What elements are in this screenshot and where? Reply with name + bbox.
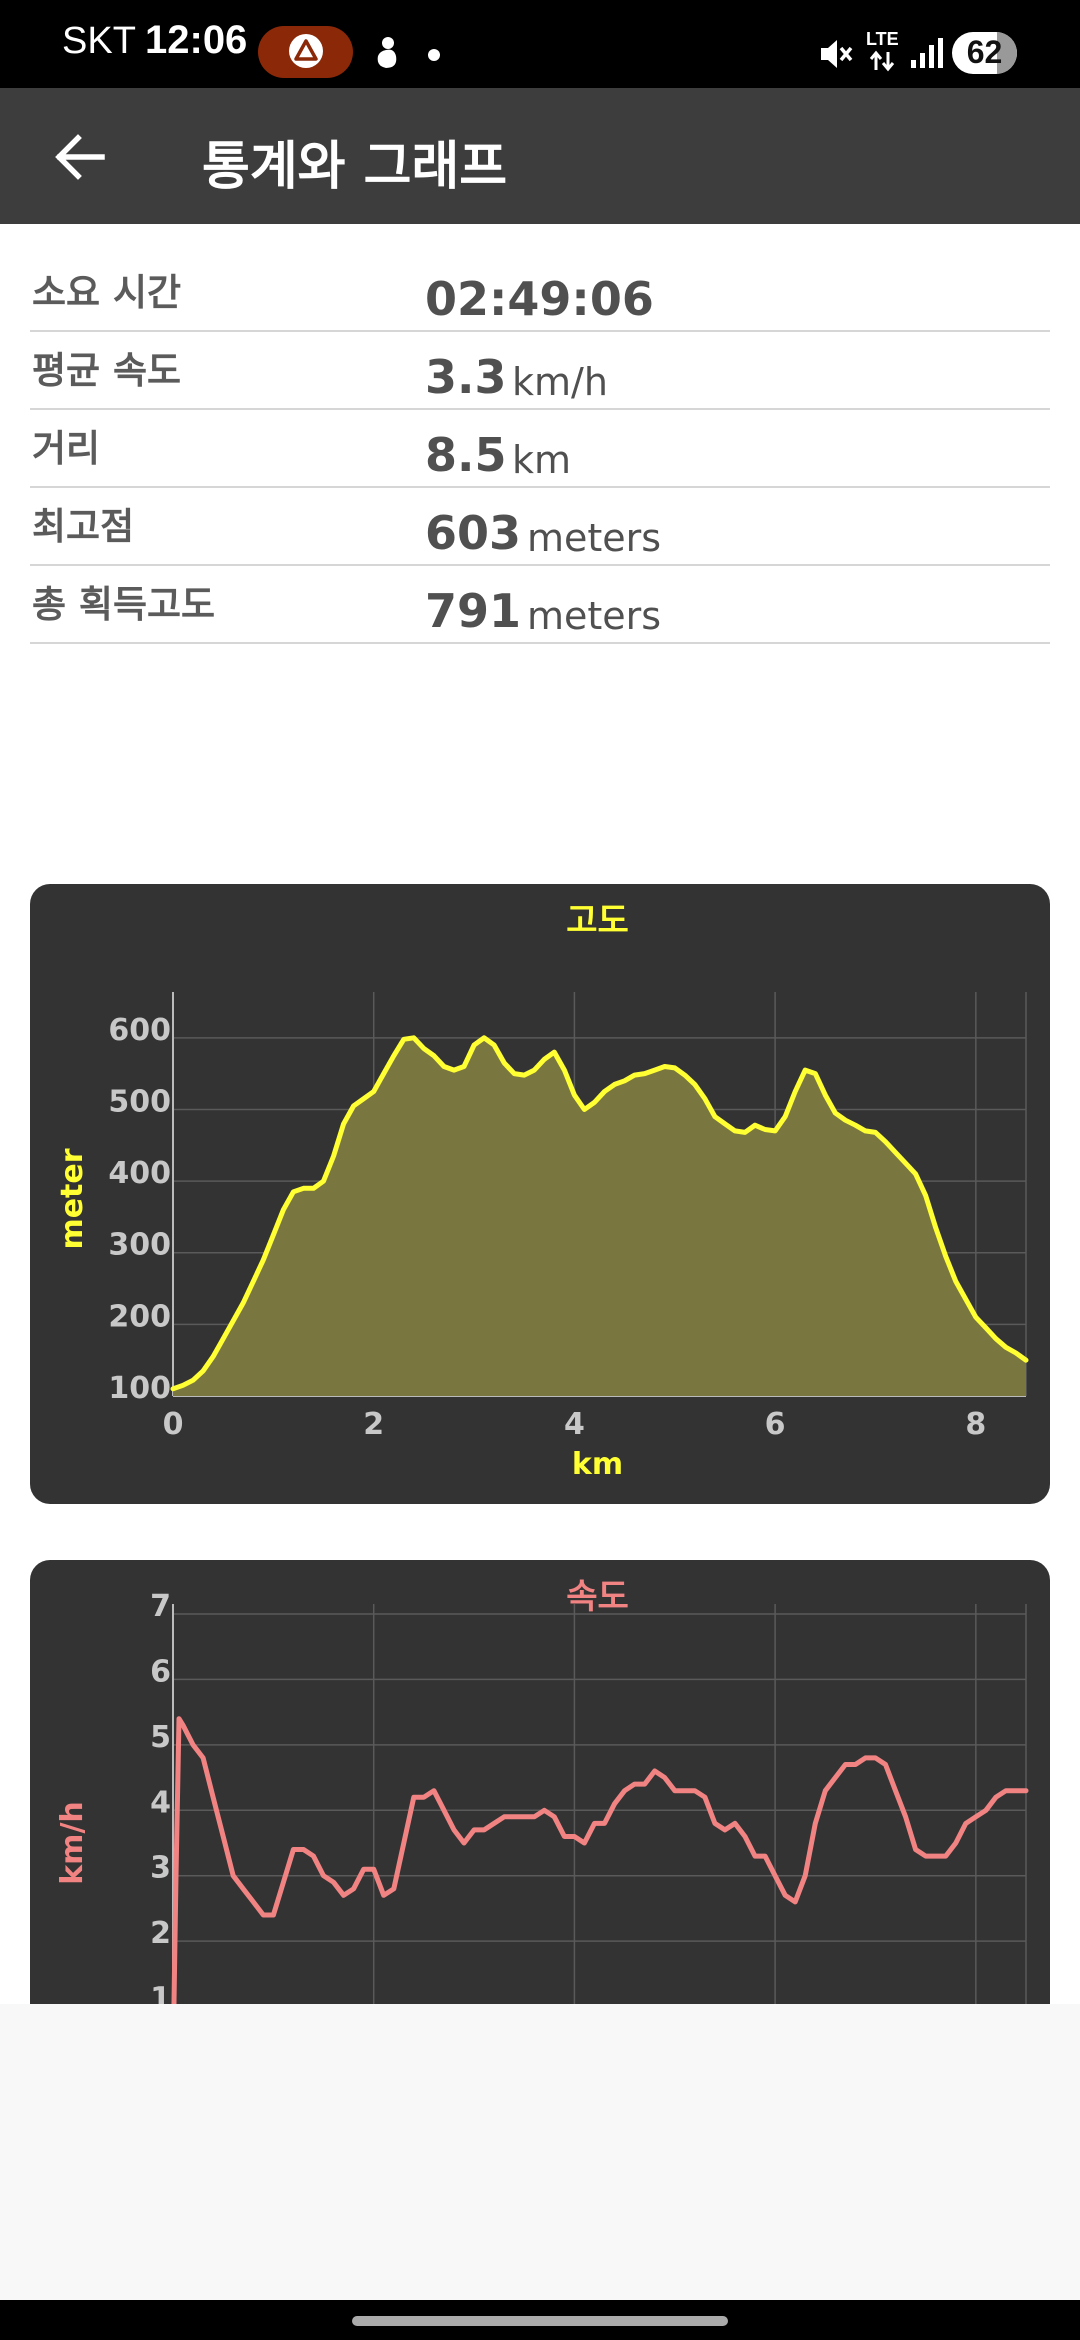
stat-value: 02:49:06 xyxy=(425,272,654,326)
status-bar: SKT 12:06 LTE 62 xyxy=(0,0,1080,88)
y-axis-title: meter xyxy=(55,1148,90,1249)
stat-label: 평균 속도 xyxy=(32,349,182,392)
mute-icon xyxy=(821,40,853,68)
x-tick-label: 4 xyxy=(564,1407,585,1442)
x-tick-label: 6 xyxy=(765,1407,786,1442)
notification-app-icon xyxy=(377,37,397,68)
clock: 12:06 xyxy=(145,18,248,62)
y-axis-title: km/h xyxy=(55,1801,90,1885)
stat-row-distance: 거리 8.5 km xyxy=(30,410,1050,488)
y-tick-label: 100 xyxy=(108,1371,171,1406)
stats-table: 소요 시간 02:49:06 평균 속도 3.3 km/h 거리 8.5 km … xyxy=(30,254,1050,644)
stat-unit: km/h xyxy=(512,360,608,404)
series-line xyxy=(170,1035,1029,1392)
stat-unit: km xyxy=(512,438,572,482)
stat-label: 최고점 xyxy=(32,505,135,548)
alert-triangle-icon xyxy=(289,34,323,68)
content-area: 소요 시간 02:49:06 평균 속도 3.3 km/h 거리 8.5 km … xyxy=(0,224,1080,2180)
stat-unit: meters xyxy=(527,516,662,560)
stat-row-max-elevation: 최고점 603 meters xyxy=(30,488,1050,566)
y-tick-label: 4 xyxy=(150,1785,171,1820)
stat-row-total-ascent: 총 획득고도 791 meters xyxy=(30,566,1050,644)
series-area xyxy=(173,1037,1026,1396)
system-nav-bar xyxy=(0,2300,1080,2340)
stat-value: 791 xyxy=(425,584,522,638)
y-tick-label: 200 xyxy=(108,1299,171,1334)
page-title: 통계와 그래프 xyxy=(202,137,508,197)
signal-icon xyxy=(911,38,943,68)
y-tick-label: 600 xyxy=(108,1013,171,1048)
stat-value: 8.5 xyxy=(425,428,507,482)
x-tick-label: 0 xyxy=(163,1407,184,1442)
stat-unit: meters xyxy=(527,594,662,638)
stat-label: 거리 xyxy=(32,427,101,470)
stat-row-duration: 소요 시간 02:49:06 xyxy=(30,254,1050,332)
y-tick-label: 500 xyxy=(108,1084,171,1119)
home-indicator[interactable] xyxy=(352,2316,728,2326)
stat-label: 소요 시간 xyxy=(32,271,182,314)
y-tick-label: 2 xyxy=(150,1916,171,1951)
y-tick-label: 7 xyxy=(150,1589,171,1624)
chart-title: 고도 xyxy=(566,901,629,941)
battery-icon: 62 xyxy=(952,32,1017,74)
lte-data-icon xyxy=(869,50,895,72)
elevation-chart[interactable]: 0 2 4 6 8 100 200 300 400 500 600 고도 km meter xyxy=(30,884,1050,1504)
y-tick-label: 300 xyxy=(108,1228,171,1263)
y-tick-label: 6 xyxy=(150,1654,171,1689)
chart-title: 속도 xyxy=(566,1577,629,1617)
app-bar: 통계와 그래프 xyxy=(0,88,1080,224)
x-tick-label: 2 xyxy=(363,1407,384,1442)
stat-label: 총 획득고도 xyxy=(32,583,216,626)
y-tick-label: 3 xyxy=(150,1851,171,1886)
back-arrow-icon[interactable] xyxy=(52,130,106,184)
more-notifications-dot xyxy=(428,49,440,61)
carrier-label: SKT xyxy=(62,20,136,62)
series-line xyxy=(170,1716,1029,2068)
elevation-chart-svg: 0 2 4 6 8 100 200 300 400 500 600 고도 km meter xyxy=(55,901,1029,1482)
battery-level: 62 xyxy=(966,34,1003,70)
stat-value: 3.3 xyxy=(425,350,507,404)
stat-value: 603 xyxy=(425,506,522,560)
y-tick-label: 400 xyxy=(108,1156,171,1191)
stat-row-avg-speed: 평균 속도 3.3 km/h xyxy=(30,332,1050,410)
empty-footer-area xyxy=(0,2004,1080,2300)
x-tick-label: 8 xyxy=(965,1407,986,1442)
y-tick-label: 5 xyxy=(150,1720,171,1755)
network-type: LTE xyxy=(866,29,899,49)
x-axis-title: km xyxy=(572,1447,623,1482)
